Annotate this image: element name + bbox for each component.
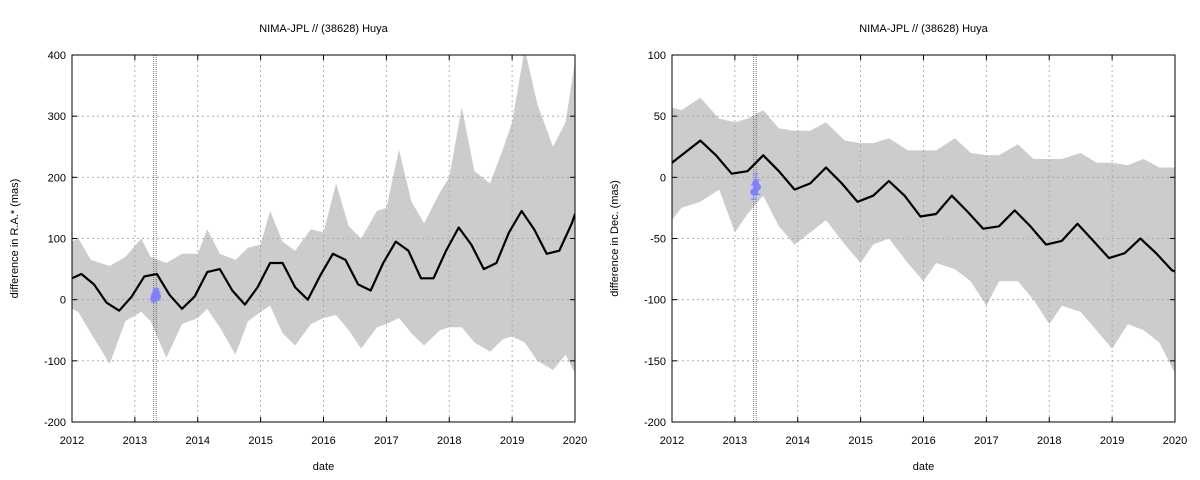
- x-tick-label: 2015: [248, 435, 272, 447]
- y-tick-label: 0: [660, 172, 666, 184]
- y-tick-label: -150: [644, 356, 666, 368]
- y-tick-label: 300: [48, 111, 66, 123]
- x-axis-label: date: [913, 461, 934, 473]
- y-axis-label: difference in R.A.* (mas): [9, 179, 21, 299]
- y-tick-label: 400: [48, 50, 66, 62]
- y-tick-label: -100: [44, 356, 66, 368]
- x-tick-label: 2013: [723, 435, 747, 447]
- x-tick-label: 2018: [1037, 435, 1061, 447]
- x-tick-label: 2012: [60, 435, 84, 447]
- y-tick-label: 100: [648, 50, 666, 62]
- y-tick-label: 100: [48, 234, 66, 246]
- observation-point: [154, 293, 162, 301]
- y-tick-label: 0: [60, 295, 66, 307]
- y-tick-label: -200: [44, 417, 66, 429]
- x-tick-label: 2012: [660, 435, 684, 447]
- y-tick-label: -200: [644, 417, 666, 429]
- plot-area: [72, 55, 575, 422]
- chart-title: NIMA-JPL // (38628) Huya: [859, 23, 988, 35]
- plot-area: [672, 55, 1175, 422]
- x-tick-label: 2014: [186, 435, 210, 447]
- y-tick-label: -50: [650, 234, 666, 246]
- x-tick-label: 2017: [374, 435, 398, 447]
- observation-point: [754, 183, 762, 191]
- x-tick-label: 2017: [974, 435, 998, 447]
- y-tick-label: 200: [48, 172, 66, 184]
- x-tick-label: 2020: [1163, 435, 1187, 447]
- dec-difference-chart: -200 -150 -100 -50 0 50 100 2012 2013 2014 2015 201…: [609, 23, 1187, 473]
- x-axis-label: date: [313, 461, 334, 473]
- x-tick-label: 2016: [911, 435, 935, 447]
- x-tick-label: 2015: [848, 435, 872, 447]
- x-tick-label: 2016: [311, 435, 335, 447]
- ra-difference-chart: -200 -100 0 100 200 300 400 2012 2013 2014 2015 201…: [9, 23, 587, 473]
- model-difference-line: [72, 209, 575, 312]
- chart-title: NIMA-JPL // (38628) Huya: [259, 23, 388, 35]
- x-tick-label: 2014: [786, 435, 810, 447]
- y-tick-label: 50: [654, 111, 666, 123]
- x-tick-label: 2019: [500, 435, 524, 447]
- x-tick-label: 2013: [123, 435, 147, 447]
- y-tick-label: -100: [644, 295, 666, 307]
- model-difference-line: [672, 139, 1175, 273]
- x-tick-label: 2018: [437, 435, 461, 447]
- x-tick-label: 2019: [1100, 435, 1124, 447]
- x-tick-label: 2020: [563, 435, 587, 447]
- uncertainty-band: [72, 55, 575, 374]
- y-axis-label: difference in Dec. (mas): [609, 180, 621, 297]
